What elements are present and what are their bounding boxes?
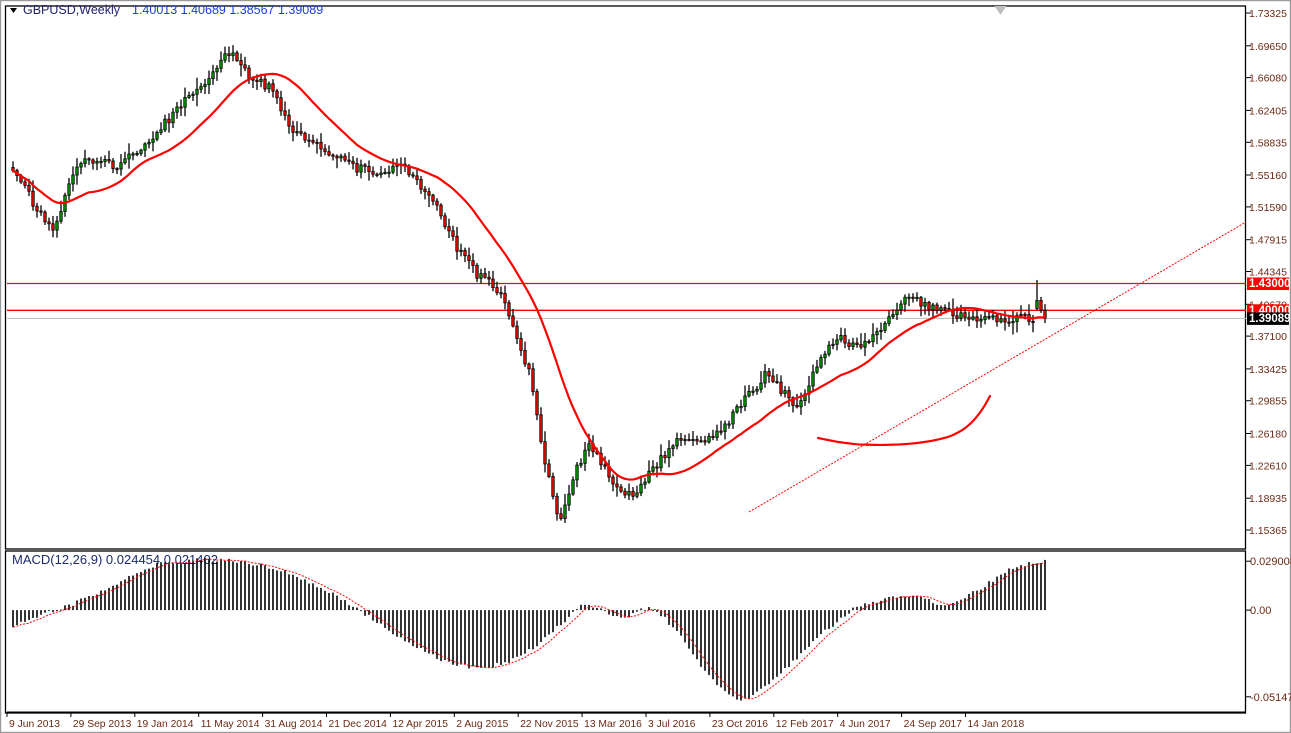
svg-text:1.37100: 1.37100 — [1249, 331, 1287, 343]
svg-text:0.00: 0.00 — [1250, 605, 1271, 617]
svg-text:-0.051476: -0.051476 — [1250, 692, 1291, 704]
svg-text:1.43000: 1.43000 — [1249, 278, 1291, 290]
svg-text:1.58835: 1.58835 — [1249, 137, 1287, 149]
svg-text:31 Aug 2014: 31 Aug 2014 — [265, 719, 323, 730]
svg-text:19 Jan 2014: 19 Jan 2014 — [137, 719, 194, 730]
svg-text:2 Aug 2015: 2 Aug 2015 — [456, 719, 508, 730]
svg-text:1.47915: 1.47915 — [1249, 235, 1287, 247]
svg-text:3 Jul 2016: 3 Jul 2016 — [648, 719, 696, 730]
svg-text:GBPUSD,Weekly: GBPUSD,Weekly — [23, 3, 121, 17]
svg-text:1.73325: 1.73325 — [1249, 8, 1287, 20]
svg-text:1.18935: 1.18935 — [1249, 493, 1287, 505]
svg-text:14 Jan 2018: 14 Jan 2018 — [968, 719, 1025, 730]
svg-text:1.29855: 1.29855 — [1249, 396, 1287, 408]
svg-text:21 Dec 2014: 21 Dec 2014 — [329, 719, 388, 730]
svg-text:0.029008: 0.029008 — [1250, 556, 1291, 568]
svg-text:1.40013 1.40689 1.38567 1.3908: 1.40013 1.40689 1.38567 1.39089 — [132, 3, 323, 17]
svg-text:1.55160: 1.55160 — [1249, 170, 1287, 182]
svg-text:1.22610: 1.22610 — [1249, 460, 1287, 472]
svg-text:1.26180: 1.26180 — [1249, 429, 1287, 441]
svg-text:11 May 2014: 11 May 2014 — [201, 719, 260, 730]
svg-text:22 Nov 2015: 22 Nov 2015 — [520, 719, 579, 730]
svg-text:1.69650: 1.69650 — [1249, 41, 1287, 53]
svg-text:1.44345: 1.44345 — [1249, 267, 1287, 279]
svg-text:13 Mar 2016: 13 Mar 2016 — [584, 719, 642, 730]
svg-text:12 Apr 2015: 12 Apr 2015 — [392, 719, 448, 730]
svg-text:1.39089: 1.39089 — [1249, 313, 1291, 325]
svg-text:1.51590: 1.51590 — [1249, 202, 1287, 214]
svg-text:29 Sep 2013: 29 Sep 2013 — [73, 719, 132, 730]
svg-text:4 Jun 2017: 4 Jun 2017 — [840, 719, 891, 730]
svg-text:23 Oct 2016: 23 Oct 2016 — [712, 719, 768, 730]
svg-text:1.66080: 1.66080 — [1249, 73, 1287, 85]
svg-text:1.33425: 1.33425 — [1249, 364, 1287, 376]
svg-text:12 Feb 2017: 12 Feb 2017 — [776, 719, 834, 730]
svg-text:9 Jun 2013: 9 Jun 2013 — [9, 719, 60, 730]
svg-text:1.62405: 1.62405 — [1249, 105, 1287, 117]
svg-text:24 Sep 2017: 24 Sep 2017 — [904, 719, 963, 730]
svg-text:1.15365: 1.15365 — [1249, 525, 1287, 537]
svg-text:MACD(12,26,9) 0.024454 0.02140: MACD(12,26,9) 0.024454 0.021402 — [12, 552, 218, 567]
